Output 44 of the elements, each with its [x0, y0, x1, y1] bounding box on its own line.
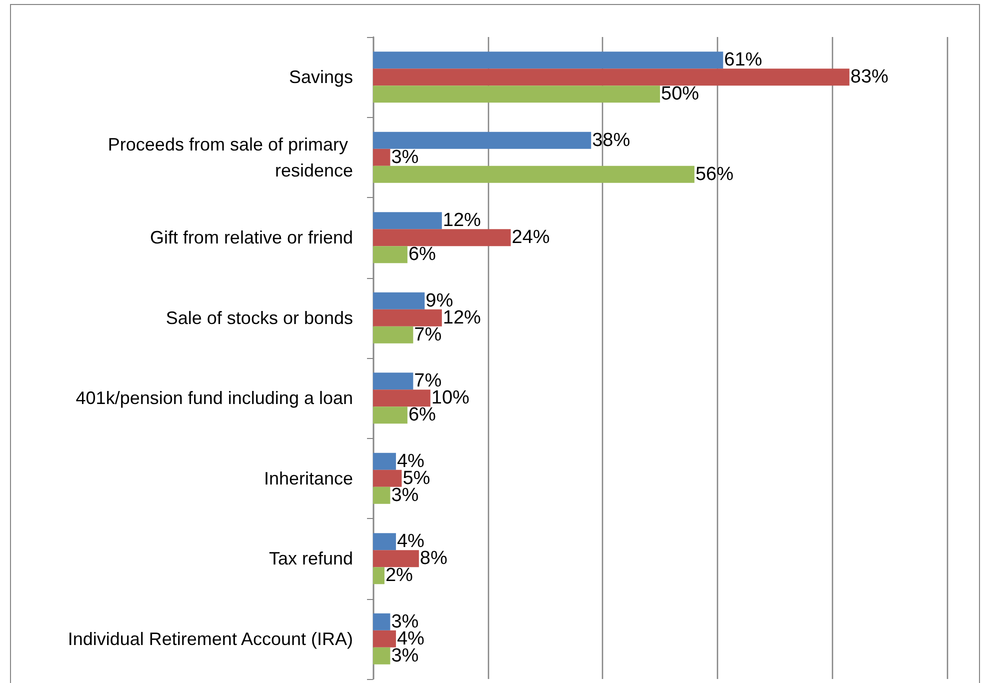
bar: [373, 52, 724, 69]
y-tick-label: Proceeds from sale of primary residence: [108, 134, 353, 180]
y-tick-label: Tax refund: [268, 548, 353, 569]
data-label: 12%: [442, 210, 482, 232]
bar: [373, 68, 850, 86]
bar: [373, 212, 442, 230]
bar: [373, 309, 442, 326]
data-label: 83%: [850, 66, 889, 88]
data-label: 38%: [592, 130, 630, 151]
bar: [373, 372, 414, 390]
y-tick-label: Savings: [288, 67, 353, 88]
bar: [373, 292, 425, 310]
bar: [373, 533, 396, 550]
data-label: 3%: [391, 146, 419, 168]
data-label: 24%: [512, 227, 550, 248]
bar: [373, 647, 390, 664]
data-label: 7%: [414, 324, 442, 346]
bar: [373, 470, 402, 487]
bar: [373, 390, 430, 407]
y-tick-label: 401k/pension fund including a loan: [76, 388, 353, 408]
bar: [373, 132, 592, 149]
bar: [373, 630, 396, 648]
bar: [373, 229, 511, 246]
data-label: 6%: [408, 244, 436, 266]
data-label: 8%: [420, 548, 448, 570]
bar: [373, 148, 390, 166]
y-tick-label: Inheritance: [264, 468, 353, 488]
data-label: 50%: [661, 84, 700, 105]
bar: [373, 567, 384, 584]
bar: [373, 246, 408, 264]
data-label: 2%: [385, 565, 414, 586]
bar: [373, 550, 419, 568]
bar: [373, 86, 660, 103]
bar: [373, 406, 408, 424]
bar: [373, 452, 396, 470]
y-tick-label: Individual Retirement Account (IRA): [68, 628, 353, 649]
data-label: 61%: [724, 50, 762, 71]
y-tick-label: Gift from relative or friend: [150, 228, 353, 248]
bar: [373, 326, 414, 344]
y-tick-label: Sale of stocks or bonds: [166, 308, 353, 328]
bar: [373, 166, 694, 183]
bar: [373, 486, 390, 504]
data-label: 56%: [695, 164, 734, 185]
bar: [373, 613, 390, 630]
